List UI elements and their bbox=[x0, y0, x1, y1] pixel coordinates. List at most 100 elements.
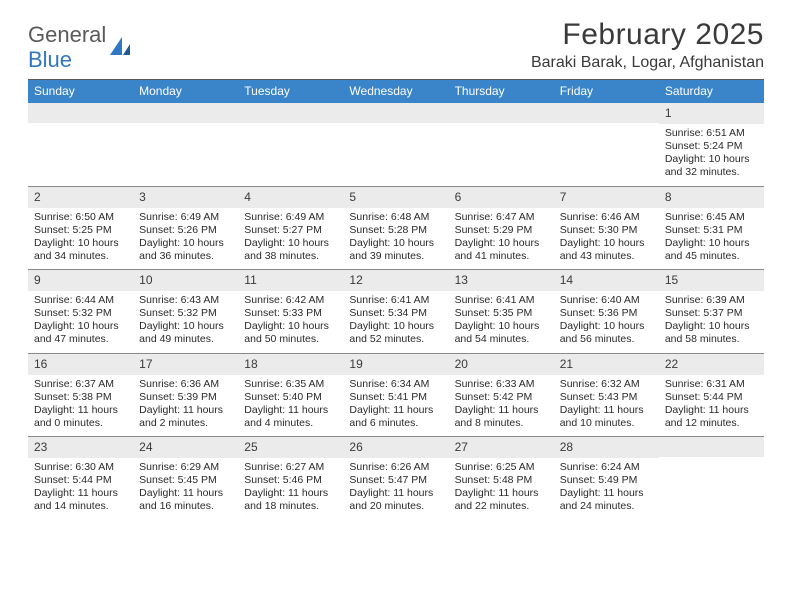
day-number: 4 bbox=[238, 187, 343, 208]
day-cell: 28Sunrise: 6:24 AMSunset: 5:49 PMDayligh… bbox=[554, 437, 659, 520]
day-cell: 18Sunrise: 6:35 AMSunset: 5:40 PMDayligh… bbox=[238, 354, 343, 437]
day-info: Sunrise: 6:36 AMSunset: 5:39 PMDaylight:… bbox=[133, 375, 238, 437]
day-number: 22 bbox=[659, 354, 764, 375]
sunrise-text: Sunrise: 6:50 AM bbox=[34, 211, 127, 224]
day-number: 5 bbox=[343, 187, 448, 208]
day-cell: 16Sunrise: 6:37 AMSunset: 5:38 PMDayligh… bbox=[28, 354, 133, 437]
day-number: 28 bbox=[554, 437, 659, 458]
week-row: 9Sunrise: 6:44 AMSunset: 5:32 PMDaylight… bbox=[28, 269, 764, 353]
day-number bbox=[449, 103, 554, 123]
sunset-text: Sunset: 5:26 PM bbox=[139, 224, 232, 237]
sunrise-text: Sunrise: 6:24 AM bbox=[560, 461, 653, 474]
daylight-text: Daylight: 10 hours and 36 minutes. bbox=[139, 237, 232, 263]
sunset-text: Sunset: 5:45 PM bbox=[139, 474, 232, 487]
sunrise-text: Sunrise: 6:40 AM bbox=[560, 294, 653, 307]
sunset-text: Sunset: 5:34 PM bbox=[349, 307, 442, 320]
sunset-text: Sunset: 5:44 PM bbox=[665, 391, 758, 404]
day-info: Sunrise: 6:26 AMSunset: 5:47 PMDaylight:… bbox=[343, 458, 448, 520]
day-cell: 13Sunrise: 6:41 AMSunset: 5:35 PMDayligh… bbox=[449, 270, 554, 353]
day-cell bbox=[659, 437, 764, 520]
day-info: Sunrise: 6:49 AMSunset: 5:27 PMDaylight:… bbox=[238, 208, 343, 270]
day-number: 2 bbox=[28, 187, 133, 208]
day-info: Sunrise: 6:44 AMSunset: 5:32 PMDaylight:… bbox=[28, 291, 133, 353]
day-info: Sunrise: 6:46 AMSunset: 5:30 PMDaylight:… bbox=[554, 208, 659, 270]
sunset-text: Sunset: 5:31 PM bbox=[665, 224, 758, 237]
day-cell: 4Sunrise: 6:49 AMSunset: 5:27 PMDaylight… bbox=[238, 187, 343, 270]
sunrise-text: Sunrise: 6:41 AM bbox=[455, 294, 548, 307]
sunset-text: Sunset: 5:40 PM bbox=[244, 391, 337, 404]
day-info: Sunrise: 6:43 AMSunset: 5:32 PMDaylight:… bbox=[133, 291, 238, 353]
sunset-text: Sunset: 5:30 PM bbox=[560, 224, 653, 237]
day-info: Sunrise: 6:41 AMSunset: 5:35 PMDaylight:… bbox=[449, 291, 554, 353]
sunrise-text: Sunrise: 6:34 AM bbox=[349, 378, 442, 391]
daylight-text: Daylight: 10 hours and 58 minutes. bbox=[665, 320, 758, 346]
day-cell bbox=[554, 103, 659, 186]
sunrise-text: Sunrise: 6:27 AM bbox=[244, 461, 337, 474]
day-info: Sunrise: 6:51 AMSunset: 5:24 PMDaylight:… bbox=[659, 124, 764, 186]
day-info: Sunrise: 6:29 AMSunset: 5:45 PMDaylight:… bbox=[133, 458, 238, 520]
sunset-text: Sunset: 5:32 PM bbox=[34, 307, 127, 320]
day-number: 16 bbox=[28, 354, 133, 375]
sunrise-text: Sunrise: 6:25 AM bbox=[455, 461, 548, 474]
day-number: 12 bbox=[343, 270, 448, 291]
day-cell: 27Sunrise: 6:25 AMSunset: 5:48 PMDayligh… bbox=[449, 437, 554, 520]
weeks-container: 1Sunrise: 6:51 AMSunset: 5:24 PMDaylight… bbox=[28, 103, 764, 520]
day-number: 26 bbox=[343, 437, 448, 458]
sunset-text: Sunset: 5:25 PM bbox=[34, 224, 127, 237]
month-title: February 2025 bbox=[531, 18, 764, 52]
sunrise-text: Sunrise: 6:51 AM bbox=[665, 127, 758, 140]
sunrise-text: Sunrise: 6:47 AM bbox=[455, 211, 548, 224]
day-cell: 17Sunrise: 6:36 AMSunset: 5:39 PMDayligh… bbox=[133, 354, 238, 437]
day-number: 14 bbox=[554, 270, 659, 291]
daylight-text: Daylight: 10 hours and 38 minutes. bbox=[244, 237, 337, 263]
day-cell: 12Sunrise: 6:41 AMSunset: 5:34 PMDayligh… bbox=[343, 270, 448, 353]
day-number: 23 bbox=[28, 437, 133, 458]
day-cell: 19Sunrise: 6:34 AMSunset: 5:41 PMDayligh… bbox=[343, 354, 448, 437]
sunrise-text: Sunrise: 6:48 AM bbox=[349, 211, 442, 224]
day-cell: 10Sunrise: 6:43 AMSunset: 5:32 PMDayligh… bbox=[133, 270, 238, 353]
sunset-text: Sunset: 5:48 PM bbox=[455, 474, 548, 487]
day-info: Sunrise: 6:41 AMSunset: 5:34 PMDaylight:… bbox=[343, 291, 448, 353]
sunset-text: Sunset: 5:35 PM bbox=[455, 307, 548, 320]
day-number: 6 bbox=[449, 187, 554, 208]
day-number bbox=[554, 103, 659, 123]
sunrise-text: Sunrise: 6:26 AM bbox=[349, 461, 442, 474]
sunset-text: Sunset: 5:47 PM bbox=[349, 474, 442, 487]
day-number bbox=[133, 103, 238, 123]
day-info: Sunrise: 6:47 AMSunset: 5:29 PMDaylight:… bbox=[449, 208, 554, 270]
daylight-text: Daylight: 11 hours and 6 minutes. bbox=[349, 404, 442, 430]
day-number bbox=[238, 103, 343, 123]
day-cell: 8Sunrise: 6:45 AMSunset: 5:31 PMDaylight… bbox=[659, 187, 764, 270]
day-of-week-header: Sunday Monday Tuesday Wednesday Thursday… bbox=[28, 80, 764, 103]
day-cell: 21Sunrise: 6:32 AMSunset: 5:43 PMDayligh… bbox=[554, 354, 659, 437]
sunset-text: Sunset: 5:44 PM bbox=[34, 474, 127, 487]
sunset-text: Sunset: 5:46 PM bbox=[244, 474, 337, 487]
sunset-text: Sunset: 5:43 PM bbox=[560, 391, 653, 404]
day-cell: 3Sunrise: 6:49 AMSunset: 5:26 PMDaylight… bbox=[133, 187, 238, 270]
daylight-text: Daylight: 11 hours and 20 minutes. bbox=[349, 487, 442, 513]
sunset-text: Sunset: 5:41 PM bbox=[349, 391, 442, 404]
day-number: 20 bbox=[449, 354, 554, 375]
sunset-text: Sunset: 5:38 PM bbox=[34, 391, 127, 404]
logo-sail-icon bbox=[108, 35, 134, 61]
dow-saturday: Saturday bbox=[659, 80, 764, 103]
day-cell: 22Sunrise: 6:31 AMSunset: 5:44 PMDayligh… bbox=[659, 354, 764, 437]
day-info: Sunrise: 6:48 AMSunset: 5:28 PMDaylight:… bbox=[343, 208, 448, 270]
title-block: February 2025 Baraki Barak, Logar, Afgha… bbox=[531, 18, 764, 72]
daylight-text: Daylight: 10 hours and 34 minutes. bbox=[34, 237, 127, 263]
sunset-text: Sunset: 5:37 PM bbox=[665, 307, 758, 320]
sunset-text: Sunset: 5:29 PM bbox=[455, 224, 548, 237]
day-info: Sunrise: 6:34 AMSunset: 5:41 PMDaylight:… bbox=[343, 375, 448, 437]
day-cell: 9Sunrise: 6:44 AMSunset: 5:32 PMDaylight… bbox=[28, 270, 133, 353]
day-number: 7 bbox=[554, 187, 659, 208]
day-info: Sunrise: 6:45 AMSunset: 5:31 PMDaylight:… bbox=[659, 208, 764, 270]
sunrise-text: Sunrise: 6:49 AM bbox=[139, 211, 232, 224]
week-row: 16Sunrise: 6:37 AMSunset: 5:38 PMDayligh… bbox=[28, 353, 764, 437]
dow-friday: Friday bbox=[554, 80, 659, 103]
daylight-text: Daylight: 11 hours and 18 minutes. bbox=[244, 487, 337, 513]
sunrise-text: Sunrise: 6:45 AM bbox=[665, 211, 758, 224]
day-cell bbox=[343, 103, 448, 186]
day-cell bbox=[133, 103, 238, 186]
daylight-text: Daylight: 10 hours and 43 minutes. bbox=[560, 237, 653, 263]
day-number bbox=[659, 437, 764, 457]
